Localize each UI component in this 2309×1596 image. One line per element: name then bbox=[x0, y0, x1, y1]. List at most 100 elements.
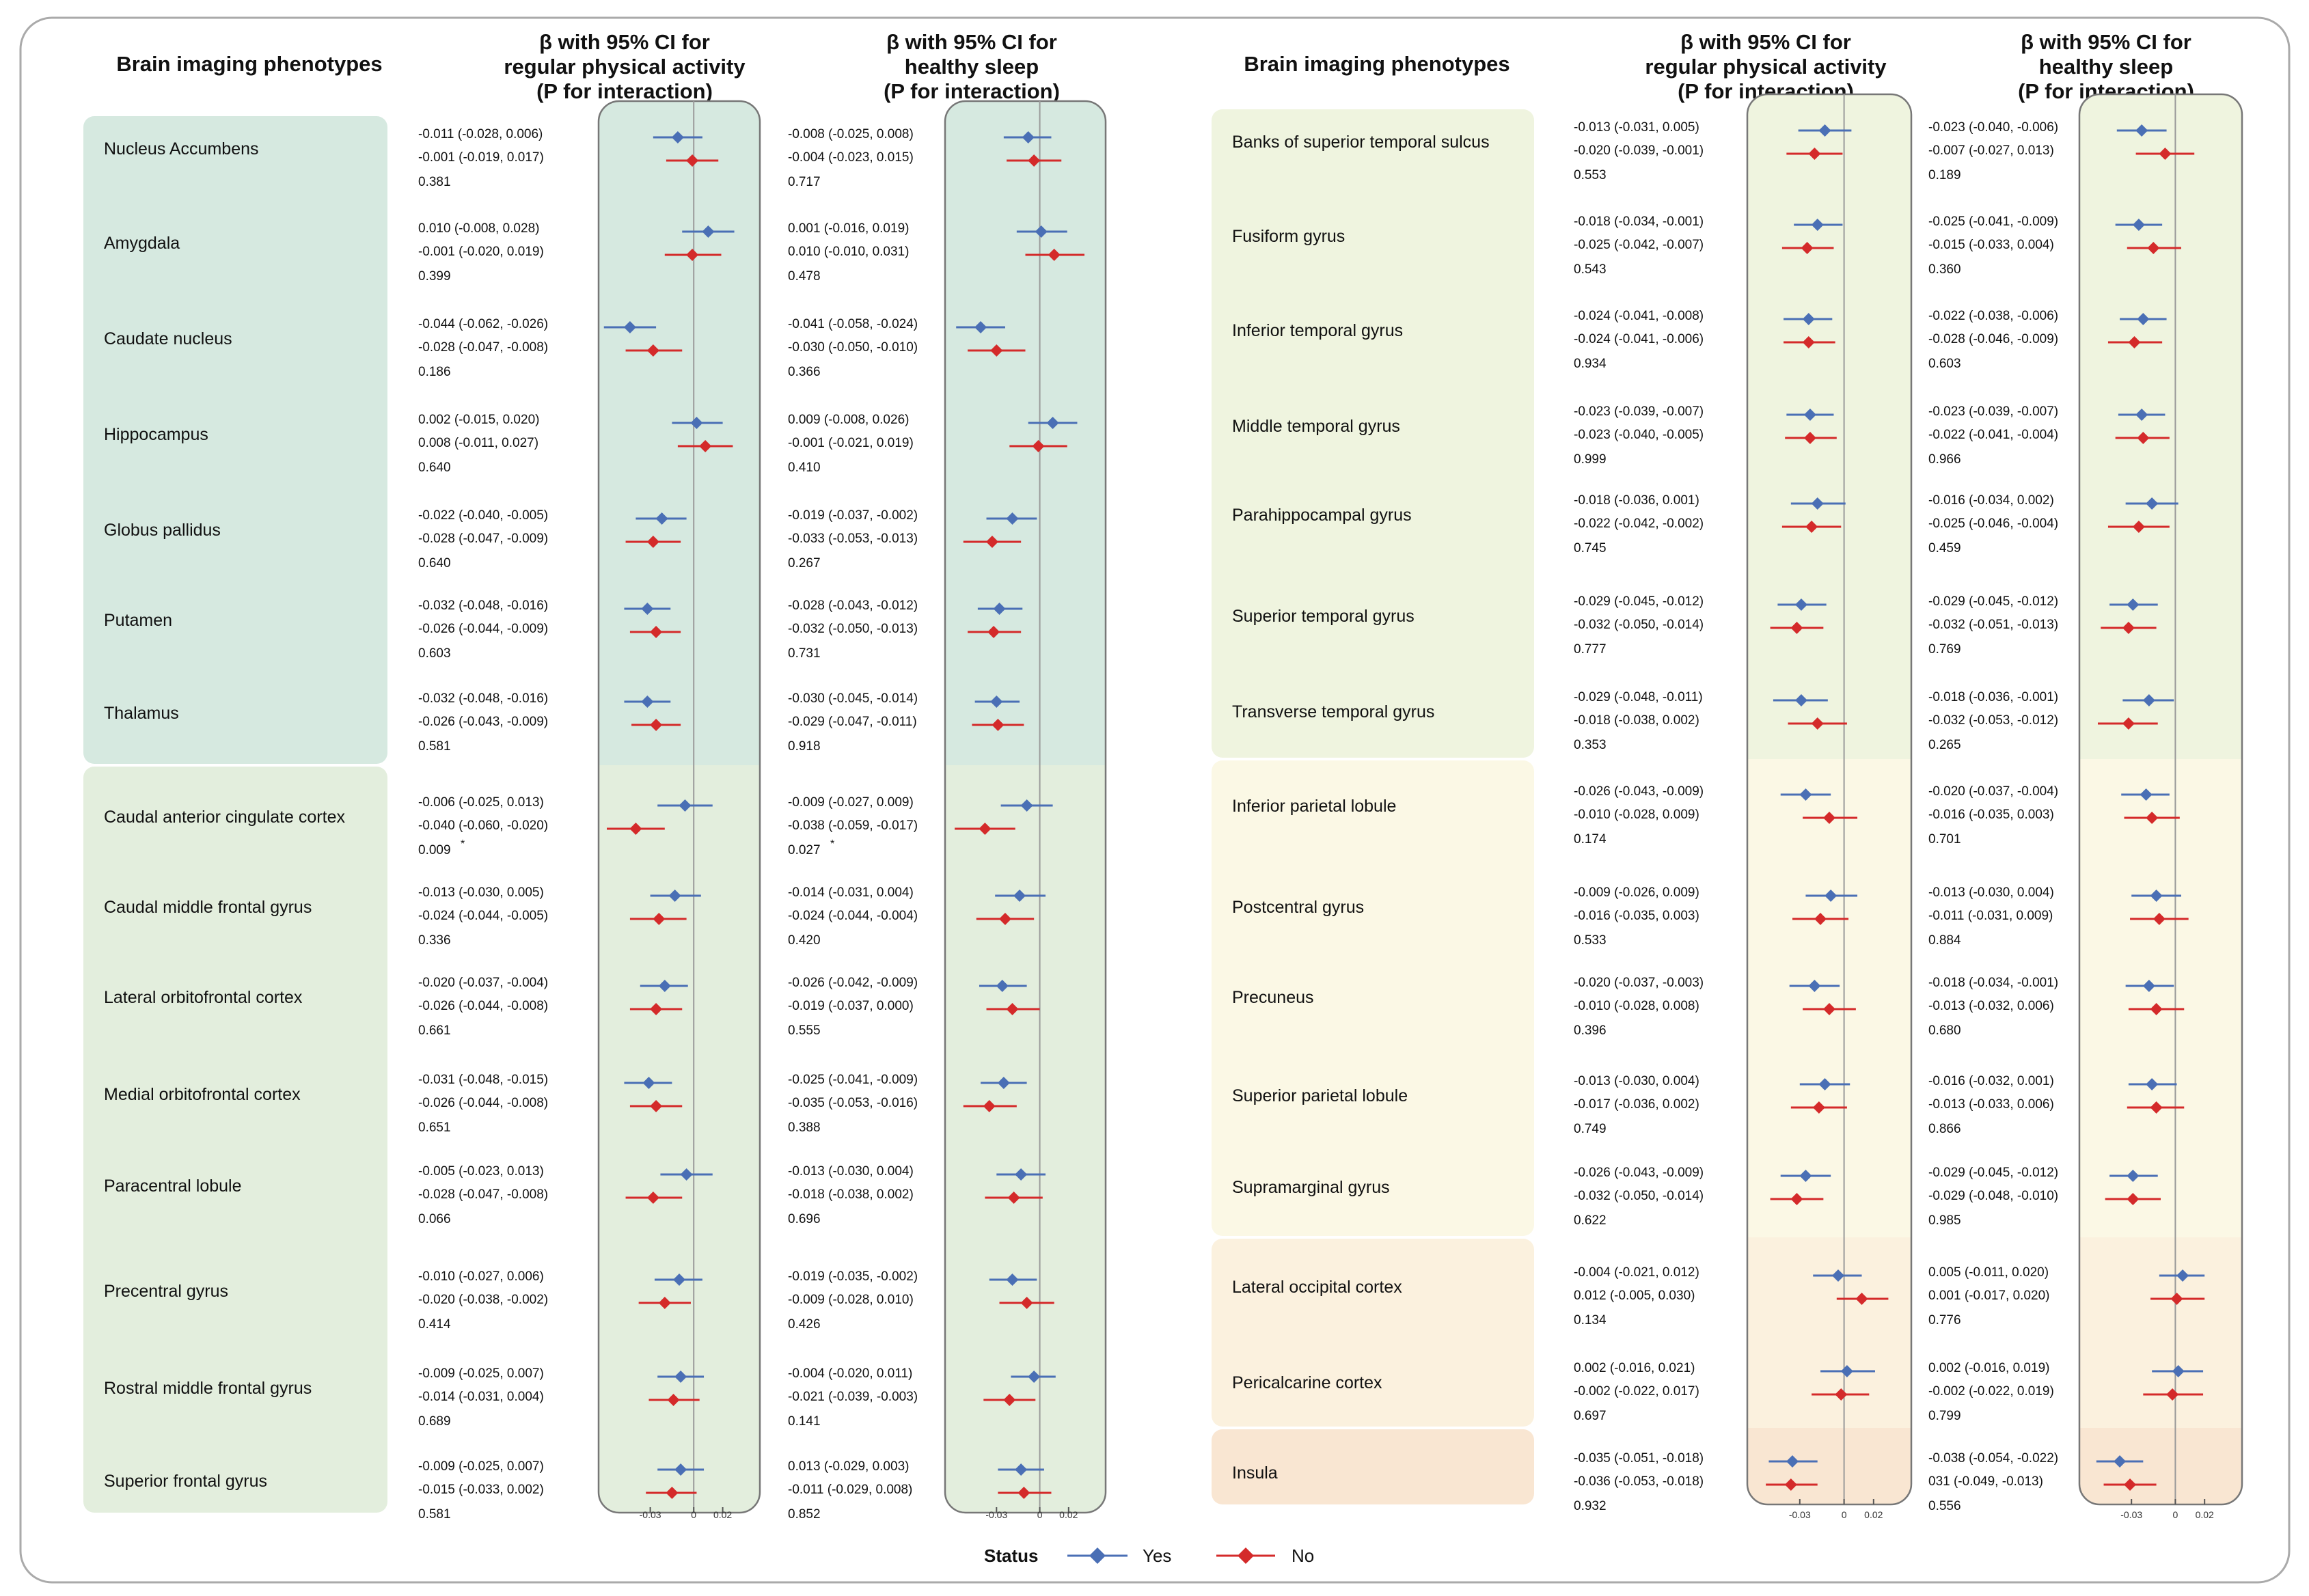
point-estimate-yes bbox=[1802, 313, 1815, 325]
forest-row: Medial orbitofrontal cortex -0.031 (-0.04… bbox=[104, 1073, 1027, 1135]
beta-yes-text: -0.022 (-0.038, -0.006) bbox=[1928, 309, 2058, 323]
point-estimate-yes bbox=[658, 980, 671, 992]
beta-no-text: -0.025 (-0.046, -0.004) bbox=[1928, 517, 2058, 531]
beta-yes-text: -0.009 (-0.027, 0.009) bbox=[788, 795, 914, 810]
point-estimate-no bbox=[1814, 913, 1827, 925]
point-estimate-no bbox=[1006, 1003, 1019, 1015]
beta-no-text: -0.040 (-0.060, -0.020) bbox=[418, 818, 548, 833]
x-tick-label: 0 bbox=[691, 1509, 696, 1520]
legend-title: Status bbox=[984, 1545, 1038, 1566]
beta-yes-text: -0.035 (-0.051, -0.018) bbox=[1574, 1451, 1704, 1466]
beta-no-text: -0.032 (-0.053, -0.012) bbox=[1928, 713, 2058, 728]
beta-no-text: -0.033 (-0.053, -0.013) bbox=[788, 532, 918, 546]
p-interaction-text: 0.399 bbox=[418, 269, 451, 284]
point-estimate-yes bbox=[1006, 512, 1019, 525]
point-estimate-no bbox=[686, 249, 699, 261]
point-estimate-no bbox=[1812, 1101, 1825, 1114]
point-estimate-no bbox=[2166, 1388, 2179, 1401]
beta-no-text: -0.029 (-0.047, -0.011) bbox=[788, 715, 917, 729]
header-phenotype: Brain imaging phenotypes bbox=[1244, 52, 1509, 76]
p-interaction-text: 0.388 bbox=[788, 1120, 821, 1135]
beta-no-text: -0.032 (-0.051, -0.013) bbox=[1928, 618, 2058, 632]
header-pa-line-3: (P for interaction) bbox=[536, 79, 713, 103]
point-estimate-no bbox=[646, 1192, 659, 1204]
region-group-temporal bbox=[1212, 109, 1534, 758]
point-estimate-no bbox=[1790, 1193, 1803, 1205]
point-estimate-no bbox=[646, 536, 659, 548]
point-estimate-no bbox=[1784, 1478, 1797, 1491]
point-estimate-no bbox=[699, 440, 712, 452]
point-estimate-yes bbox=[679, 799, 692, 812]
beta-yes-text: -0.009 (-0.025, 0.007) bbox=[418, 1366, 544, 1381]
p-interaction-text: 0.410 bbox=[788, 460, 821, 475]
point-estimate-yes bbox=[2146, 1078, 2159, 1090]
beta-no-text: -0.019 (-0.037, 0.000) bbox=[788, 999, 914, 1013]
forest-row: Lateral orbitofrontal cortex -0.020 (-0.0… bbox=[104, 976, 1040, 1038]
header-pa-line-2: regular physical activity bbox=[1645, 55, 1887, 79]
point-estimate-yes bbox=[990, 696, 1003, 708]
beta-yes-text: -0.006 (-0.025, 0.013) bbox=[418, 795, 544, 810]
region-label: Thalamus bbox=[104, 704, 179, 723]
point-estimate-no bbox=[650, 1003, 663, 1015]
beta-no-text: 0.008 (-0.011, 0.027) bbox=[418, 436, 538, 450]
header-sleep-line-1: β with 95% CI for bbox=[2021, 30, 2191, 54]
p-interaction-text: 0.731 bbox=[788, 646, 821, 661]
region-label: Parahippocampal gyrus bbox=[1232, 506, 1412, 525]
plot-pa-left-background bbox=[599, 101, 760, 1513]
beta-yes-text: -0.008 (-0.025, 0.008) bbox=[788, 127, 914, 141]
beta-yes-text: 0.002 (-0.015, 0.020) bbox=[418, 413, 539, 427]
beta-no-text: -0.035 (-0.053, -0.016) bbox=[788, 1096, 918, 1110]
region-label: Superior temporal gyrus bbox=[1232, 607, 1415, 626]
point-estimate-no bbox=[686, 154, 699, 167]
figure-frame bbox=[19, 16, 2291, 1584]
beta-yes-text: -0.004 (-0.021, 0.012) bbox=[1574, 1265, 1699, 1280]
forest-row: Parahippocampal gyrus -0.018 (-0.036, 0.0… bbox=[1232, 493, 2178, 555]
point-estimate-no bbox=[2128, 336, 2141, 348]
point-estimate-yes bbox=[996, 980, 1009, 992]
p-interaction-text: 0.066 bbox=[418, 1212, 451, 1226]
point-estimate-no bbox=[1048, 249, 1061, 261]
p-interaction-text: 0.603 bbox=[1928, 357, 1961, 371]
beta-no-text: -0.028 (-0.046, -0.009) bbox=[1928, 332, 2058, 346]
point-estimate-yes bbox=[1811, 219, 1824, 231]
forest-row: Superior frontal gyrus -0.009 (-0.025, 0.… bbox=[104, 1459, 1052, 1522]
p-interaction-text: 0.360 bbox=[1928, 262, 1961, 277]
beta-no-text: -0.026 (-0.044, -0.008) bbox=[418, 999, 548, 1013]
beta-no-text: -0.024 (-0.044, -0.005) bbox=[418, 909, 548, 923]
point-estimate-no bbox=[1802, 336, 1815, 348]
legend-no-diamond bbox=[1238, 1547, 1254, 1564]
region-group-insula bbox=[1212, 1429, 1534, 1504]
beta-no-text: -0.020 (-0.039, -0.001) bbox=[1574, 143, 1704, 158]
beta-yes-text: -0.029 (-0.048, -0.011) bbox=[1574, 690, 1703, 704]
point-estimate-yes bbox=[641, 696, 654, 708]
beta-yes-text: -0.013 (-0.030, 0.005) bbox=[418, 885, 544, 900]
forest-row: Pericalcarine cortex 0.002 (-0.016, 0.021… bbox=[1232, 1361, 2204, 1423]
p-interaction-text: 0.426 bbox=[788, 1317, 821, 1332]
point-estimate-no bbox=[1032, 440, 1045, 452]
p-interaction-text: 0.134 bbox=[1574, 1313, 1607, 1327]
region-label: Postcentral gyrus bbox=[1232, 898, 1364, 917]
point-estimate-yes bbox=[673, 1274, 685, 1286]
p-interaction-text: 0.749 bbox=[1574, 1122, 1607, 1136]
beta-no-text: -0.013 (-0.033, 0.006) bbox=[1928, 1097, 2054, 1112]
header-sleep-line-2: healthy sleep bbox=[905, 55, 1039, 79]
forest-row: Caudal anterior cingulate cortex -0.006 (… bbox=[104, 795, 1053, 857]
beta-yes-text: -0.011 (-0.028, 0.006) bbox=[418, 127, 543, 141]
region-label: Caudate nucleus bbox=[104, 329, 232, 348]
p-interaction-text: 0.267 bbox=[788, 556, 821, 570]
point-estimate-no bbox=[2122, 622, 2135, 634]
p-interaction-text: 0.581 bbox=[418, 1507, 451, 1522]
point-estimate-yes bbox=[1818, 124, 1831, 137]
region-label: Inferior temporal gyrus bbox=[1232, 321, 1403, 340]
region-group-frontal bbox=[83, 767, 387, 1513]
p-interaction-text: 0.884 bbox=[1928, 933, 1961, 948]
beta-no-text: -0.024 (-0.044, -0.004) bbox=[788, 909, 918, 923]
point-estimate-yes bbox=[2172, 1365, 2185, 1377]
forest-row: Globus pallidus -0.022 (-0.040, -0.005) -0… bbox=[104, 508, 1037, 570]
forest-row: Superior temporal gyrus -0.029 (-0.045, -… bbox=[1232, 594, 2158, 657]
point-estimate-yes bbox=[1035, 225, 1048, 238]
p-interaction-text: 0.414 bbox=[418, 1317, 451, 1332]
forest-row: Precuneus -0.020 (-0.037, -0.003) -0.010 (… bbox=[1232, 976, 2185, 1038]
point-estimate-yes bbox=[1015, 1463, 1028, 1476]
